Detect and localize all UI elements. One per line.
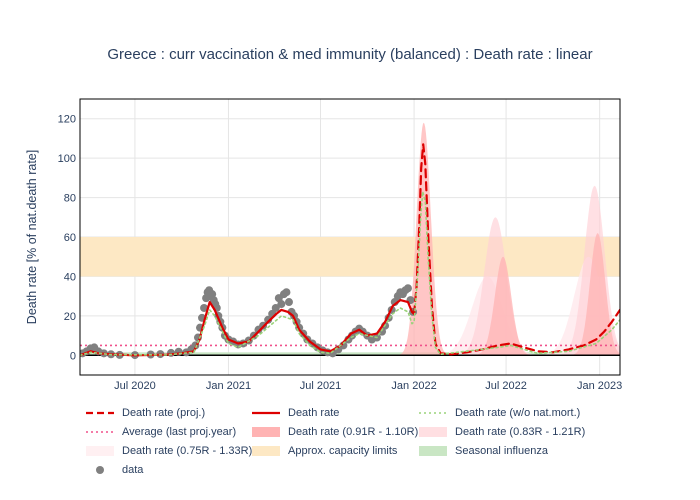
legend-item[interactable]: Death rate (0.91R - 1.10R) [250, 426, 418, 438]
legend-item[interactable]: Seasonal influenza [417, 445, 548, 457]
uncertainty-band [395, 122, 452, 356]
legend-swatch [250, 445, 282, 457]
y-tick-label: 20 [64, 311, 76, 323]
plot-frame [79, 98, 621, 376]
legend-swatch [84, 426, 116, 438]
legend-item[interactable]: data [84, 464, 143, 476]
data-point [284, 298, 293, 307]
legend-label: Death rate (0.75R - 1.33R) [122, 445, 253, 457]
legend-label: Death rate (proj.) [122, 407, 206, 419]
legend-item[interactable]: Death rate (0.75R - 1.33R) [84, 445, 252, 457]
legend-label: Death rate (0.83R - 1.21R) [455, 426, 586, 438]
legend-swatch [84, 407, 116, 419]
legend-item[interactable]: Death rate (0.83R - 1.21R) [417, 426, 585, 438]
legend-label: data [122, 464, 144, 476]
series-line [80, 299, 416, 357]
legend-label: Approx. capacity limits [288, 445, 398, 457]
legend-swatch [250, 426, 282, 438]
legend-swatch [417, 407, 449, 419]
x-tick-label: Jul 2022 [485, 380, 527, 392]
legend-swatch [417, 426, 449, 438]
legend-swatch [84, 445, 116, 457]
uncertainty-band [450, 217, 540, 356]
legend-swatch [84, 464, 116, 476]
x-tick-label: Jan 2023 [577, 380, 622, 392]
series-line [80, 190, 620, 357]
series-line [413, 143, 620, 356]
y-tick-label: 120 [58, 114, 76, 126]
chart-title: Greece : curr vaccination & med immunity… [107, 46, 592, 63]
data-point [271, 303, 280, 312]
shaded-band [80, 237, 620, 277]
y-tick-label: 40 [64, 271, 76, 283]
data-point [282, 288, 291, 297]
legend-label: Death rate (w/o nat.mort.) [455, 407, 581, 419]
data-point [403, 284, 412, 293]
y-tick-label: 0 [70, 350, 76, 362]
x-tick-label: Jan 2022 [391, 380, 436, 392]
uncertainty-band [567, 233, 620, 356]
plot-area [80, 122, 620, 360]
y-tick-label: 100 [58, 153, 76, 165]
y-axis-label: Death rate [% of nat.death rate] [25, 150, 39, 324]
legend-label: Death rate (0.91R - 1.10R) [288, 426, 419, 438]
x-tick-label: Jul 2020 [114, 380, 156, 392]
legend-item[interactable]: Average (last proj.year) [84, 426, 236, 438]
uncertainty-band [470, 256, 535, 356]
legend-swatch [417, 445, 449, 457]
data-point [264, 315, 273, 324]
y-tick-label: 60 [64, 232, 76, 244]
y-tick-label: 80 [64, 193, 76, 205]
legend-item[interactable]: Death rate (w/o nat.mort.) [417, 407, 580, 419]
legend-label: Average (last proj.year) [122, 426, 237, 438]
legend-label: Seasonal influenza [455, 445, 548, 457]
x-tick-label: Jul 2021 [300, 380, 342, 392]
legend-label: Death rate [288, 407, 340, 419]
data-point [200, 303, 209, 312]
legend-item[interactable]: Death rate [250, 407, 339, 419]
shaded-band [80, 352, 620, 356]
data-point [277, 300, 286, 309]
legend-swatch [250, 407, 282, 419]
legend-item[interactable]: Death rate (proj.) [84, 407, 205, 419]
x-tick-label: Jan 2021 [206, 380, 251, 392]
legend-item[interactable]: Approx. capacity limits [250, 445, 397, 457]
